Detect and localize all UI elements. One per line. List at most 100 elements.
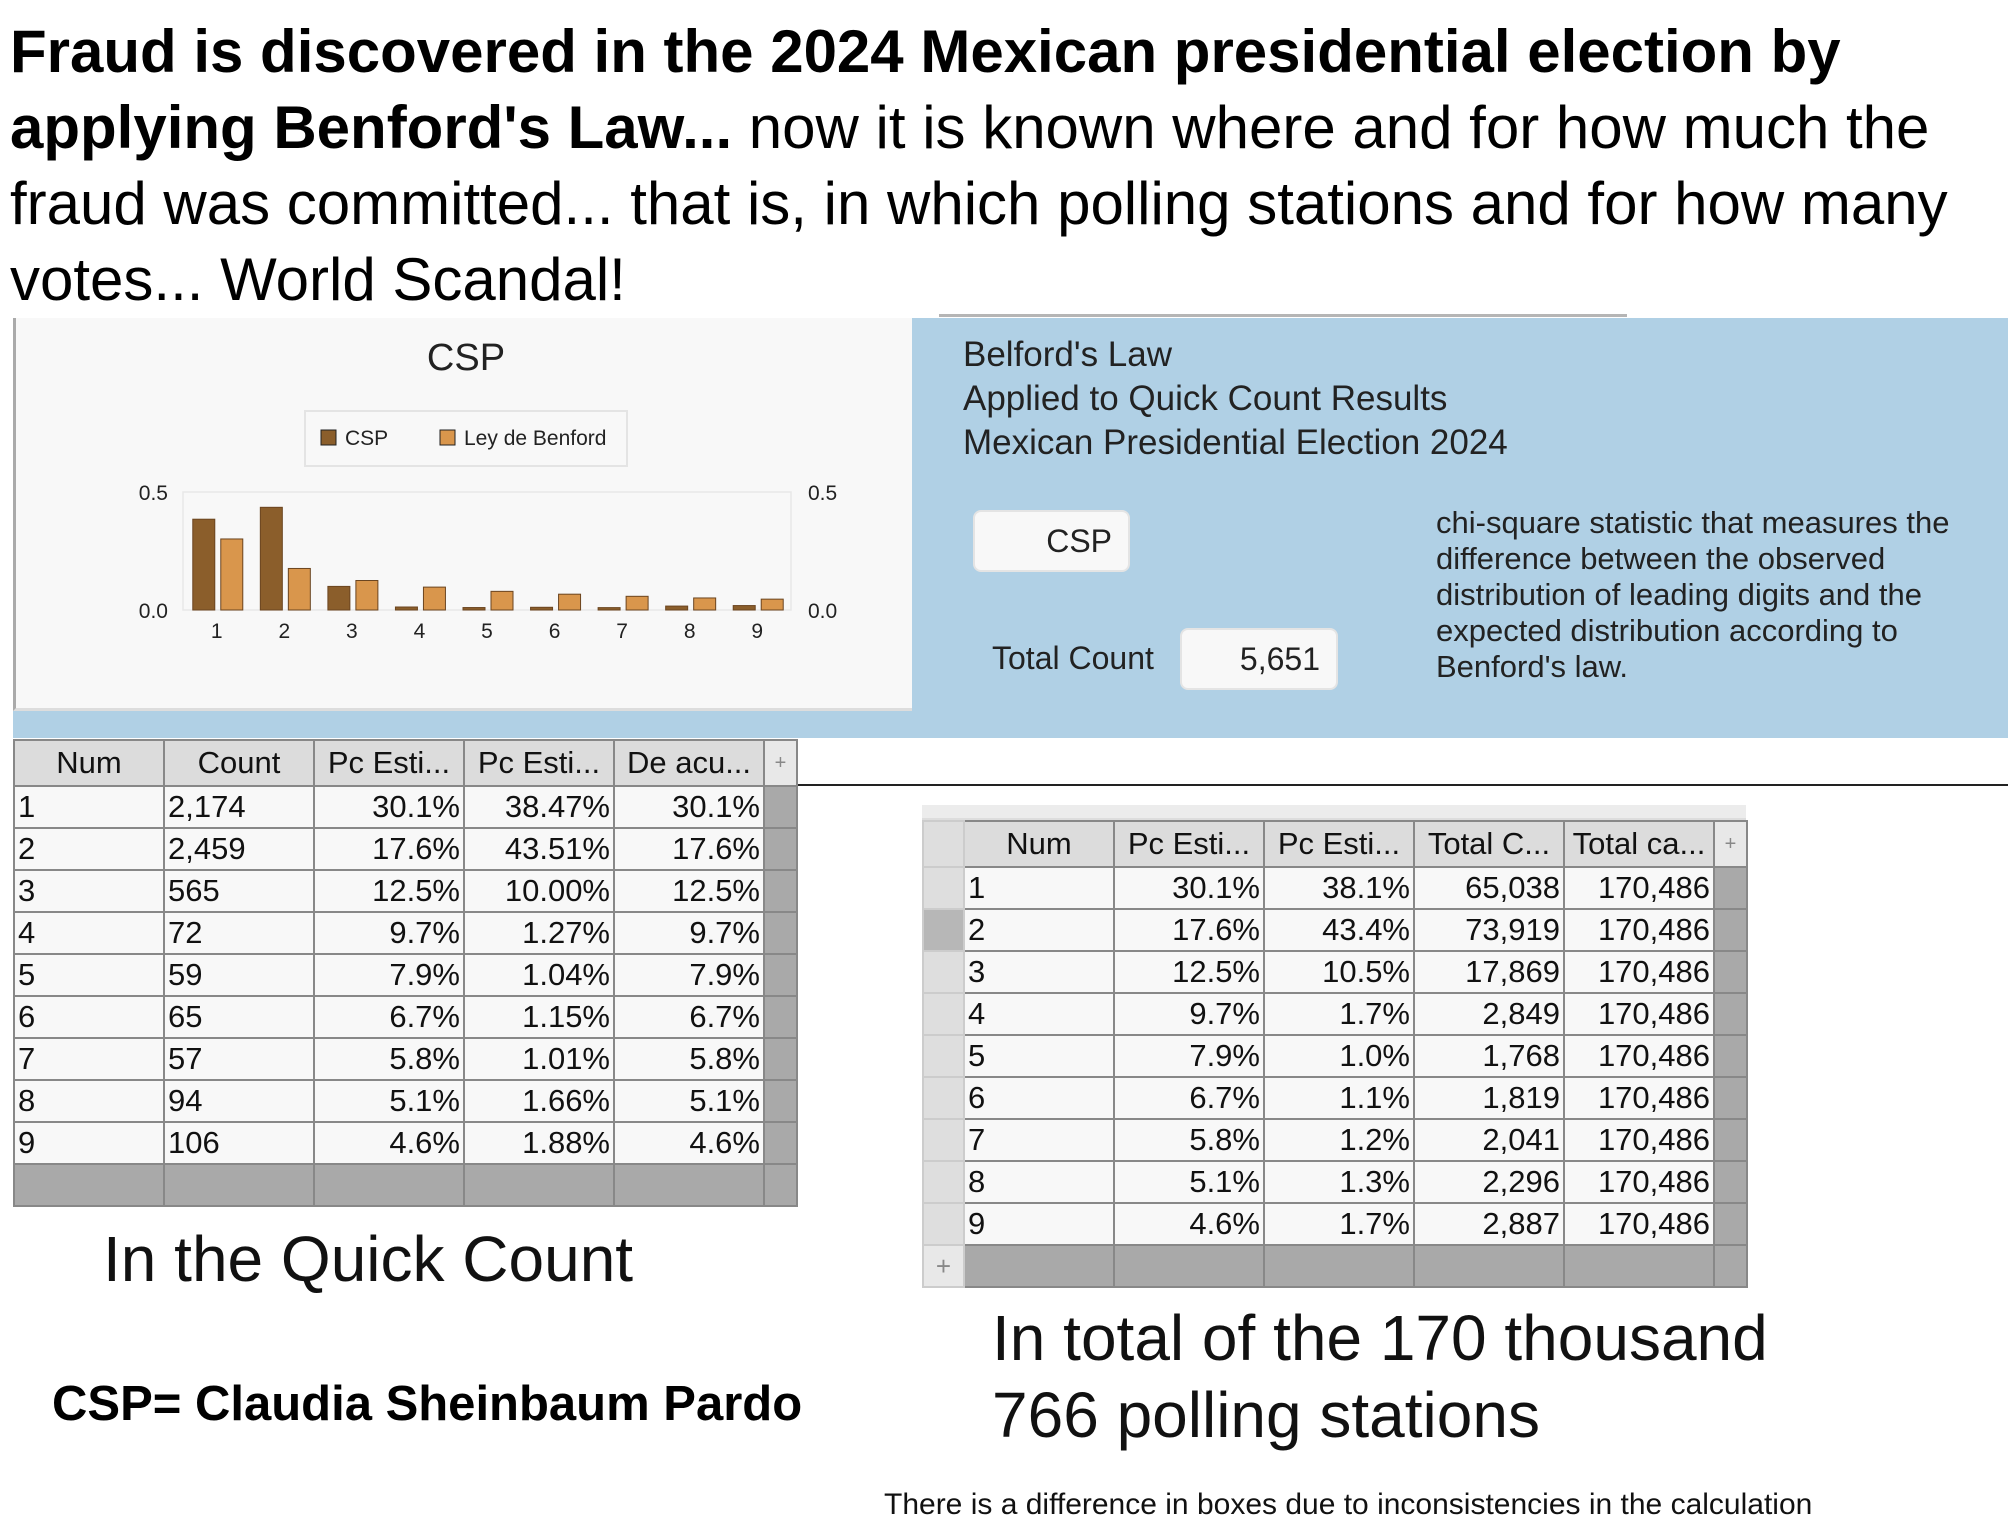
table-cell[interactable]: 9 bbox=[13, 1121, 165, 1165]
table-cell[interactable]: 17.6% bbox=[313, 827, 465, 871]
table-cell[interactable]: 38.47% bbox=[463, 785, 615, 829]
table-cell[interactable]: 6.7% bbox=[1113, 1076, 1265, 1120]
table-cell[interactable]: 170,486 bbox=[1563, 1034, 1715, 1078]
table-cell[interactable]: 1 bbox=[963, 866, 1115, 910]
table-cell[interactable]: 6.7% bbox=[313, 995, 465, 1039]
table-cell[interactable]: 5 bbox=[963, 1034, 1115, 1078]
table-cell[interactable]: 4 bbox=[963, 992, 1115, 1036]
table-cell[interactable]: 43.51% bbox=[463, 827, 615, 871]
table-cell[interactable]: 9.7% bbox=[613, 911, 765, 955]
table-cell[interactable]: 17.6% bbox=[1113, 908, 1265, 952]
table-cell[interactable]: 5.8% bbox=[1113, 1118, 1265, 1162]
column-header[interactable]: Pc Esti... bbox=[1113, 820, 1265, 868]
table-cell[interactable]: 5 bbox=[13, 953, 165, 997]
add-row-button[interactable]: + bbox=[922, 1244, 965, 1288]
column-header[interactable]: Total C... bbox=[1413, 820, 1565, 868]
table-cell[interactable]: 7.9% bbox=[1113, 1034, 1265, 1078]
table-cell[interactable]: 6.7% bbox=[613, 995, 765, 1039]
table-cell[interactable]: 4 bbox=[13, 911, 165, 955]
table-cell[interactable]: 170,486 bbox=[1563, 908, 1715, 952]
table-cell[interactable]: 10.5% bbox=[1263, 950, 1415, 994]
row-header[interactable] bbox=[922, 1118, 965, 1162]
total-count-field[interactable]: 5,651 bbox=[1180, 628, 1338, 690]
table-cell[interactable]: 17,869 bbox=[1413, 950, 1565, 994]
table-cell[interactable]: 1.0% bbox=[1263, 1034, 1415, 1078]
table-cell[interactable]: 9.7% bbox=[1113, 992, 1265, 1036]
table-cell[interactable]: 8 bbox=[963, 1160, 1115, 1204]
table-cell[interactable]: 1 bbox=[13, 785, 165, 829]
table-cell[interactable]: 2 bbox=[963, 908, 1115, 952]
table-cell[interactable]: 94 bbox=[163, 1079, 315, 1123]
table-cell[interactable]: 7.9% bbox=[313, 953, 465, 997]
table-cell[interactable]: 5.1% bbox=[313, 1079, 465, 1123]
table-cell[interactable]: 4.6% bbox=[1113, 1202, 1265, 1246]
table-cell[interactable]: 8 bbox=[13, 1079, 165, 1123]
column-header[interactable]: Count bbox=[163, 739, 315, 787]
row-header[interactable] bbox=[922, 1076, 965, 1120]
table-cell[interactable]: 1,768 bbox=[1413, 1034, 1565, 1078]
table-cell[interactable]: 2,041 bbox=[1413, 1118, 1565, 1162]
add-column-button[interactable]: + bbox=[1713, 820, 1748, 868]
table-cell[interactable]: 1.7% bbox=[1263, 992, 1415, 1036]
table-cell[interactable]: 2,174 bbox=[163, 785, 315, 829]
table-cell[interactable]: 12.5% bbox=[313, 869, 465, 913]
table-cell[interactable]: 2,459 bbox=[163, 827, 315, 871]
table-cell[interactable]: 9 bbox=[963, 1202, 1115, 1246]
table-cell[interactable]: 106 bbox=[163, 1121, 315, 1165]
table-cell[interactable]: 170,486 bbox=[1563, 1118, 1715, 1162]
table-cell[interactable]: 5.8% bbox=[313, 1037, 465, 1081]
table-cell[interactable]: 1.27% bbox=[463, 911, 615, 955]
table-cell[interactable]: 7 bbox=[13, 1037, 165, 1081]
table-cell[interactable]: 2,296 bbox=[1413, 1160, 1565, 1204]
table-cell[interactable]: 1.3% bbox=[1263, 1160, 1415, 1204]
table-cell[interactable]: 565 bbox=[163, 869, 315, 913]
table-cell[interactable]: 9.7% bbox=[313, 911, 465, 955]
table-cell[interactable]: 72 bbox=[163, 911, 315, 955]
table-cell[interactable]: 10.00% bbox=[463, 869, 615, 913]
row-header[interactable] bbox=[922, 1202, 965, 1246]
row-header[interactable] bbox=[922, 950, 965, 994]
table-cell[interactable]: 73,919 bbox=[1413, 908, 1565, 952]
table-cell[interactable]: 7.9% bbox=[613, 953, 765, 997]
table-cell[interactable]: 170,486 bbox=[1563, 1160, 1715, 1204]
table-cell[interactable]: 65 bbox=[163, 995, 315, 1039]
table-cell[interactable]: 6 bbox=[13, 995, 165, 1039]
table-cell[interactable]: 38.1% bbox=[1263, 866, 1415, 910]
table-cell[interactable]: 2,887 bbox=[1413, 1202, 1565, 1246]
column-header[interactable]: Total ca... bbox=[1563, 820, 1715, 868]
table-cell[interactable]: 59 bbox=[163, 953, 315, 997]
table-cell[interactable]: 43.4% bbox=[1263, 908, 1415, 952]
table-cell[interactable]: 17.6% bbox=[613, 827, 765, 871]
table-cell[interactable]: 5.1% bbox=[613, 1079, 765, 1123]
table-cell[interactable]: 1.66% bbox=[463, 1079, 615, 1123]
table-cell[interactable]: 5.8% bbox=[613, 1037, 765, 1081]
column-header[interactable]: De acu... bbox=[613, 739, 765, 787]
column-header[interactable]: Pc Esti... bbox=[463, 739, 615, 787]
candidate-field[interactable]: CSP bbox=[973, 510, 1130, 572]
table-cell[interactable]: 57 bbox=[163, 1037, 315, 1081]
table-cell[interactable]: 7 bbox=[963, 1118, 1115, 1162]
table-cell[interactable]: 30.1% bbox=[613, 785, 765, 829]
table-cell[interactable]: 1.2% bbox=[1263, 1118, 1415, 1162]
table-cell[interactable]: 1,819 bbox=[1413, 1076, 1565, 1120]
column-header[interactable]: Num bbox=[963, 820, 1115, 868]
table-cell[interactable]: 1.88% bbox=[463, 1121, 615, 1165]
table-cell[interactable]: 1.15% bbox=[463, 995, 615, 1039]
table-cell[interactable]: 170,486 bbox=[1563, 1076, 1715, 1120]
table-cell[interactable]: 2 bbox=[13, 827, 165, 871]
row-header[interactable] bbox=[922, 908, 965, 952]
table-cell[interactable]: 170,486 bbox=[1563, 866, 1715, 910]
table-cell[interactable]: 3 bbox=[13, 869, 165, 913]
table-cell[interactable]: 30.1% bbox=[1113, 866, 1265, 910]
table-cell[interactable]: 1.01% bbox=[463, 1037, 615, 1081]
table-cell[interactable]: 4.6% bbox=[613, 1121, 765, 1165]
table-cell[interactable]: 170,486 bbox=[1563, 992, 1715, 1036]
table-cell[interactable]: 170,486 bbox=[1563, 950, 1715, 994]
table-cell[interactable]: 6 bbox=[963, 1076, 1115, 1120]
row-header[interactable] bbox=[922, 1160, 965, 1204]
table-cell[interactable]: 4.6% bbox=[313, 1121, 465, 1165]
table-cell[interactable]: 170,486 bbox=[1563, 1202, 1715, 1246]
table-cell[interactable]: 12.5% bbox=[1113, 950, 1265, 994]
table-cell[interactable]: 5.1% bbox=[1113, 1160, 1265, 1204]
row-header[interactable] bbox=[922, 1034, 965, 1078]
